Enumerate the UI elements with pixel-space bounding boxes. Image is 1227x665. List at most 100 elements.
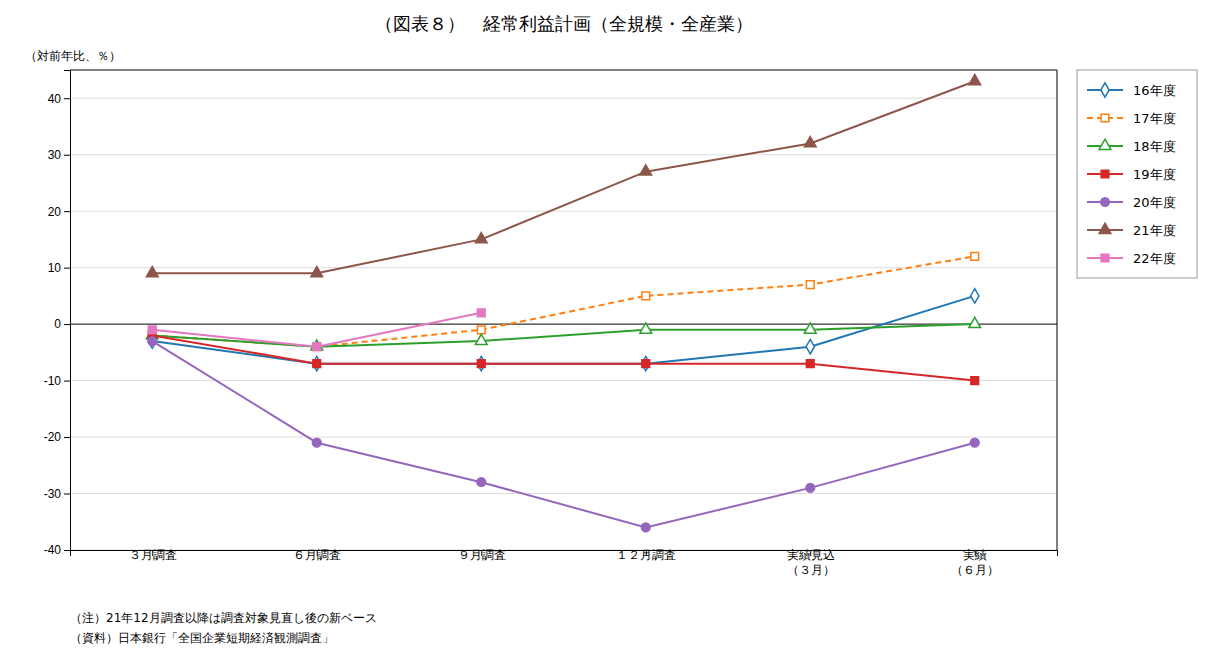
y-tick: -40: [44, 543, 70, 557]
series: [148, 337, 979, 532]
x-tick-label-line: ６月調査: [293, 548, 341, 562]
series: [148, 252, 978, 350]
legend-item: 20年度: [1087, 195, 1176, 210]
y-tick: 10: [48, 261, 70, 275]
legend-label: 22年度: [1133, 251, 1176, 266]
frame-right: [1057, 70, 1058, 550]
series-marker: [475, 334, 487, 344]
legend-marker: [1101, 170, 1109, 178]
plot-area: -40 -30 -20 -10 0 10 20 30 40 ３月調査 ６月調査 ９月調査 １２月調査 実績…: [44, 70, 1058, 577]
legend-marker: [1101, 83, 1109, 97]
x-tick-label: ９月調査: [458, 548, 506, 562]
series-line: [152, 296, 975, 364]
series-marker: [804, 323, 816, 333]
x-tick-label-line: ３月調査: [129, 548, 177, 562]
grid-line: [70, 437, 1057, 438]
x-tick: １２月調査: [616, 548, 676, 562]
legend: 16年度 17年度 18年度 19年度 20年度 21年度 22年度: [1077, 70, 1197, 278]
series-marker: [640, 165, 652, 175]
legend-label: 19年度: [1133, 167, 1176, 182]
series: [148, 289, 979, 371]
series-line: [152, 81, 975, 273]
x-tick: ３月調査: [129, 548, 177, 562]
series-marker: [477, 356, 485, 370]
series-marker: [969, 74, 981, 84]
legend-item: 17年度: [1087, 111, 1176, 126]
series-marker: [477, 326, 485, 334]
series-marker: [806, 339, 814, 353]
x-tick-label: １２月調査: [616, 548, 676, 562]
series-marker: [971, 252, 979, 260]
series-marker: [312, 438, 321, 447]
y-tick-mark: [64, 211, 70, 212]
annotation: （注）21年12月調査以降は調査対象見直し後の新ベース: [70, 611, 377, 625]
series: [148, 332, 978, 385]
series: [146, 317, 980, 350]
y-tick-label: 30: [48, 148, 62, 162]
y-tick-mark: [64, 98, 70, 99]
legend-frame: [1077, 70, 1197, 278]
grid-line: [70, 154, 1057, 155]
y-tick-label: 10: [48, 261, 62, 275]
series-marker: [311, 266, 323, 276]
legend-label: 16年度: [1133, 83, 1176, 98]
legend-label: 21年度: [1133, 223, 1176, 238]
grid: [70, 98, 1057, 550]
x-tick: ９月調査: [458, 548, 506, 562]
series-marker: [971, 377, 979, 385]
legend-item: 21年度: [1087, 223, 1176, 238]
y-tick-mark: [64, 437, 70, 438]
series-marker: [642, 292, 650, 300]
series-marker: [970, 438, 979, 447]
y-tick-label: -20: [44, 430, 62, 444]
y-tick: -30: [44, 487, 70, 501]
y-tick-label: 40: [48, 92, 62, 106]
legend-marker: [1101, 254, 1109, 262]
series-marker: [475, 233, 487, 243]
annotation: （資料）日本銀行「全国企業短期経済観測調査」: [70, 631, 334, 645]
legend-label: 18年度: [1133, 139, 1176, 154]
series-group: [146, 74, 980, 531]
grid-line: [70, 211, 1057, 212]
x-tick-label-line: （３月）: [787, 563, 835, 577]
series-marker: [969, 317, 981, 327]
x-tick: ６月調査: [293, 548, 341, 562]
x-axis-line: [71, 551, 1058, 557]
y-tick-label: -10: [44, 374, 62, 388]
x-tick-label: ６月調査: [293, 548, 341, 562]
series-line: [152, 341, 975, 527]
legend-label: 17年度: [1133, 111, 1176, 126]
series-marker: [313, 343, 321, 351]
series-line: [152, 313, 481, 347]
series-marker: [148, 326, 156, 334]
series-marker: [477, 478, 486, 487]
y-axis-title: （対前年比、％）: [25, 49, 121, 63]
x-tick: 実績（６月）: [951, 548, 999, 577]
y-tick: 40: [48, 92, 70, 106]
series-line: [152, 256, 975, 346]
x-tick-label-line: １２月調査: [616, 548, 676, 562]
x-tick-label-line: ９月調査: [458, 548, 506, 562]
series-marker: [313, 356, 321, 370]
x-tick-label: 実績見込（３月）: [787, 548, 835, 577]
y-axis: -40 -30 -20 -10 0 10 20 30 40: [44, 71, 71, 558]
series-marker: [806, 484, 815, 493]
y-tick-mark: [64, 550, 70, 551]
series-marker: [313, 343, 321, 351]
series-marker: [640, 323, 652, 333]
x-tick-label-line: 実績: [963, 548, 987, 562]
legend-marker: [1101, 198, 1110, 207]
chart: -40 -30 -20 -10 0 10 20 30 40 ３月調査 ６月調査 ９月調査 １２月調査 実績…: [0, 0, 1227, 665]
zero-line: [70, 324, 1057, 325]
y-tick-mark: [64, 494, 70, 495]
y-tick: 0: [54, 317, 70, 331]
legend-marker: [1099, 139, 1111, 149]
series-marker: [477, 309, 485, 317]
grid-line: [70, 493, 1057, 494]
legend-item: 16年度: [1087, 83, 1176, 98]
series-marker: [311, 340, 323, 350]
legend-item: 19年度: [1087, 167, 1176, 182]
series-marker: [146, 266, 158, 276]
legend-item: 22年度: [1087, 251, 1176, 266]
y-tick-label: 20: [48, 205, 62, 219]
